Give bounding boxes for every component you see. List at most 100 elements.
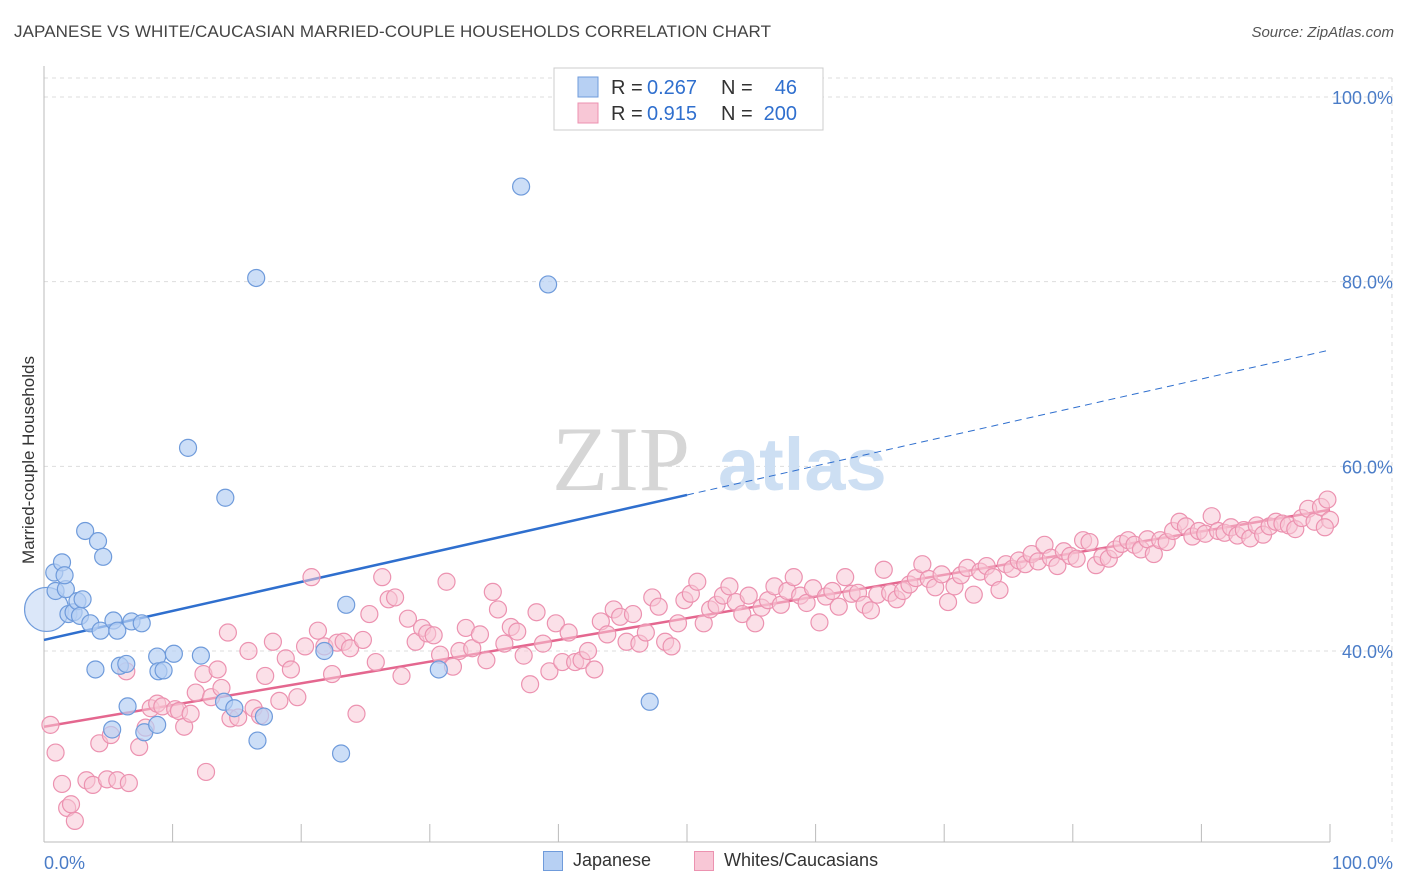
point-white — [861, 601, 880, 620]
trendline-japanese — [43, 493, 688, 642]
point-white — [546, 614, 565, 633]
point-japanese — [512, 177, 531, 196]
point-white — [208, 660, 227, 679]
trendline-japanese-extrapolated — [686, 349, 1331, 496]
point-white — [366, 652, 385, 672]
point-white — [559, 623, 578, 642]
point-white — [295, 637, 315, 656]
tick-labels: 100.0% 80.0% 60.0% 40.0% 0.0% 100.0% — [44, 88, 1393, 873]
point-japanese — [191, 646, 210, 665]
point-white — [1067, 549, 1086, 568]
point-white — [521, 675, 540, 694]
point-white — [746, 614, 765, 633]
point-japanese — [640, 692, 659, 711]
point-japanese — [164, 644, 183, 663]
point-japanese — [178, 438, 198, 457]
watermark-zip: ZIP — [552, 408, 690, 510]
point-white — [218, 623, 237, 642]
data-points — [23, 177, 1340, 830]
point-white — [720, 577, 739, 596]
point-white — [353, 630, 373, 650]
point-white — [733, 604, 752, 624]
x-tick-label-100: 100.0% — [1332, 853, 1393, 873]
point-white — [514, 646, 533, 665]
point-japanese — [337, 595, 356, 614]
point-japanese — [225, 699, 244, 718]
point-white — [636, 623, 655, 642]
legend-item-white[interactable]: Whites/Caucasians — [694, 850, 878, 871]
point-white — [373, 568, 392, 587]
point-white — [392, 666, 411, 686]
y-tick-label-100: 100.0% — [1332, 88, 1393, 108]
point-white — [623, 604, 643, 624]
point-japanese — [88, 532, 108, 551]
point-white — [398, 609, 418, 628]
axes — [43, 66, 1331, 843]
point-japanese — [254, 707, 274, 726]
legend-r-value-japanese: 0.267 — [647, 77, 697, 99]
point-white — [347, 704, 366, 723]
point-japanese — [315, 641, 334, 661]
point-white — [65, 811, 84, 830]
swatch-white — [694, 850, 714, 871]
x-tick-label-0: 0.0% — [44, 853, 85, 873]
point-white — [463, 639, 482, 658]
point-white — [61, 795, 81, 814]
point-white — [803, 579, 823, 598]
point-japanese — [132, 614, 151, 633]
point-white — [186, 683, 205, 702]
point-white — [52, 774, 72, 794]
legend-r-label-japanese: R = — [611, 77, 643, 99]
point-white — [585, 660, 604, 679]
point-white — [288, 688, 307, 707]
point-white — [1080, 532, 1099, 552]
y-tick-label-40: 40.0% — [1342, 642, 1393, 662]
point-white — [181, 704, 200, 723]
legend-r-label-white: R = — [611, 103, 643, 125]
point-white — [385, 588, 405, 607]
point-japanese — [117, 654, 136, 674]
point-white — [990, 580, 1009, 600]
point-japanese — [331, 744, 351, 763]
point-japanese — [216, 488, 235, 507]
point-white — [739, 586, 758, 605]
point-white — [964, 585, 983, 604]
point-white — [308, 621, 328, 640]
point-white — [1318, 490, 1337, 509]
point-white — [256, 666, 275, 686]
legend-n-label-japanese: N = — [721, 77, 753, 99]
legend-n-value-japanese: 46 — [775, 77, 797, 99]
point-white — [836, 568, 855, 587]
point-japanese — [86, 660, 105, 679]
y-axis-title: Married-couple Households — [19, 356, 38, 564]
point-white — [360, 604, 379, 624]
point-japanese — [108, 621, 127, 640]
legend-swatch-japanese — [577, 76, 599, 98]
point-white — [784, 568, 803, 587]
point-white — [533, 634, 553, 653]
point-white — [932, 565, 951, 584]
point-white — [829, 597, 848, 616]
series-legend: Japanese Whites/Caucasians — [0, 850, 1406, 880]
point-japanese — [118, 697, 137, 716]
point-japanese — [148, 715, 167, 734]
point-white — [540, 662, 559, 681]
point-white — [239, 641, 258, 661]
point-white — [649, 597, 668, 616]
point-white — [823, 581, 842, 601]
point-japanese — [429, 660, 448, 679]
point-white — [483, 582, 502, 602]
point-white — [488, 600, 508, 619]
point-white — [578, 641, 598, 661]
legend-r-value-white: 0.915 — [647, 103, 697, 125]
legend-item-japanese[interactable]: Japanese — [543, 850, 651, 871]
point-white — [1315, 518, 1334, 537]
point-japanese — [103, 720, 122, 739]
point-white — [477, 651, 496, 670]
legend-label-white: Whites/Caucasians — [724, 850, 879, 870]
legend-n-label-white: N = — [721, 103, 753, 125]
point-white — [46, 743, 65, 762]
point-white — [281, 660, 301, 679]
point-white — [119, 773, 138, 793]
point-white — [340, 639, 360, 658]
